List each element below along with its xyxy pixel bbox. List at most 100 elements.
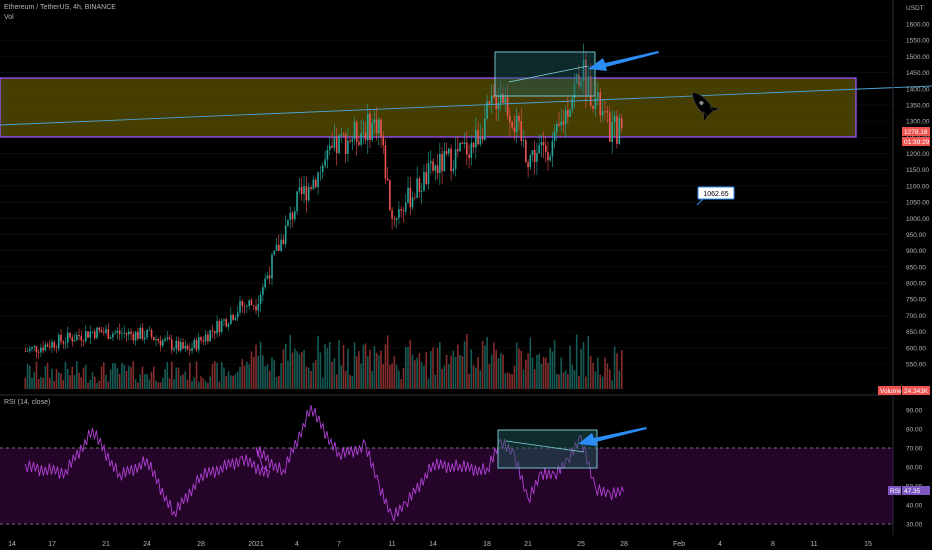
double-top-box[interactable] xyxy=(494,51,596,97)
volume-bar xyxy=(125,370,128,389)
volume-bar xyxy=(564,370,567,389)
volume-bar xyxy=(511,374,513,389)
volume-bar xyxy=(457,344,459,389)
volume-bar xyxy=(597,357,599,389)
candle xyxy=(427,163,430,184)
volume-bar xyxy=(193,377,196,389)
candle xyxy=(420,190,423,193)
candle xyxy=(102,332,105,334)
volume-bar xyxy=(351,376,354,389)
volume-bar xyxy=(578,375,580,389)
candle xyxy=(130,331,132,334)
candle xyxy=(127,331,130,335)
volume-bar xyxy=(317,335,319,389)
candle xyxy=(443,151,446,172)
candle xyxy=(80,336,83,341)
symbol-title: Ethereum / TetherUS, 4h, BINANCE xyxy=(4,4,116,11)
candle xyxy=(112,333,114,338)
candle xyxy=(450,148,452,172)
volume-bar xyxy=(64,361,67,389)
price-arrow-icon[interactable] xyxy=(588,51,659,71)
candle xyxy=(148,330,151,331)
y-axis-tick: 1450.00 xyxy=(906,70,930,77)
candle xyxy=(69,332,71,338)
volume-bar xyxy=(324,344,326,389)
candle xyxy=(84,331,87,342)
candle xyxy=(184,345,187,349)
candle xyxy=(436,165,439,174)
candle xyxy=(479,137,482,145)
candle xyxy=(166,337,169,339)
candle xyxy=(98,327,101,331)
candle xyxy=(502,93,504,103)
volume-bar xyxy=(533,369,536,389)
volume-bar xyxy=(287,360,289,389)
volume-bar xyxy=(582,342,585,389)
volume-bar xyxy=(418,353,421,389)
candle xyxy=(398,209,400,218)
volume-bar xyxy=(364,343,367,389)
candle xyxy=(107,329,110,339)
candle xyxy=(511,122,513,128)
rsi-arrow-icon[interactable] xyxy=(578,427,647,446)
volume-bar xyxy=(33,372,36,389)
candle xyxy=(193,340,196,348)
candle xyxy=(616,115,618,144)
volume-bar xyxy=(73,375,76,389)
y-axis-tick: 1600.00 xyxy=(906,22,930,29)
volume-bar xyxy=(384,344,387,389)
volume-bar xyxy=(573,370,576,389)
rsi-divergence-line xyxy=(505,440,585,453)
candle xyxy=(114,332,116,334)
rocket-icon[interactable] xyxy=(685,86,721,123)
volume-bar xyxy=(159,382,162,389)
price-divergence-line xyxy=(508,65,589,83)
x-axis-tick: 21 xyxy=(102,541,110,548)
volume-bar xyxy=(466,334,468,389)
y-axis-tick: 950.00 xyxy=(906,232,926,239)
trend-line[interactable] xyxy=(0,85,932,126)
candle xyxy=(220,320,223,332)
candle xyxy=(159,340,162,346)
candle xyxy=(585,59,587,96)
volume-bar xyxy=(319,352,322,389)
volume-bar xyxy=(298,354,301,389)
candle xyxy=(620,118,623,129)
volume-bar xyxy=(331,361,333,389)
candle xyxy=(293,211,296,220)
candle xyxy=(556,123,558,132)
rsi-value-badge xyxy=(902,486,930,495)
volume-bar xyxy=(486,336,488,389)
volume-bar xyxy=(518,348,520,389)
volume-bar xyxy=(252,356,255,389)
candle xyxy=(168,337,171,340)
volume-bar xyxy=(177,367,180,389)
candle xyxy=(191,347,193,351)
volume-bar xyxy=(161,377,164,389)
candle xyxy=(340,134,343,136)
candle xyxy=(321,165,324,173)
candle xyxy=(312,179,315,190)
candle xyxy=(358,141,360,145)
volume-bar xyxy=(112,363,114,389)
volume-bar xyxy=(594,371,597,389)
volume-bar xyxy=(369,349,371,389)
volume-bar xyxy=(186,379,189,389)
candle xyxy=(64,342,67,344)
volume-bar xyxy=(562,372,565,389)
candle xyxy=(296,191,298,212)
volume-bar xyxy=(173,379,175,389)
candle xyxy=(257,303,260,311)
volume-bar xyxy=(303,350,305,389)
y-axis-tick: 800.00 xyxy=(906,281,926,288)
candle xyxy=(562,121,565,125)
price-callout-box[interactable] xyxy=(697,186,735,200)
candle xyxy=(488,101,491,104)
candle xyxy=(486,101,488,119)
candle xyxy=(262,287,264,295)
rsi-divergence-box[interactable] xyxy=(497,429,598,469)
volume-bar xyxy=(404,346,407,389)
volume-bar xyxy=(515,342,518,389)
candle xyxy=(157,339,160,341)
